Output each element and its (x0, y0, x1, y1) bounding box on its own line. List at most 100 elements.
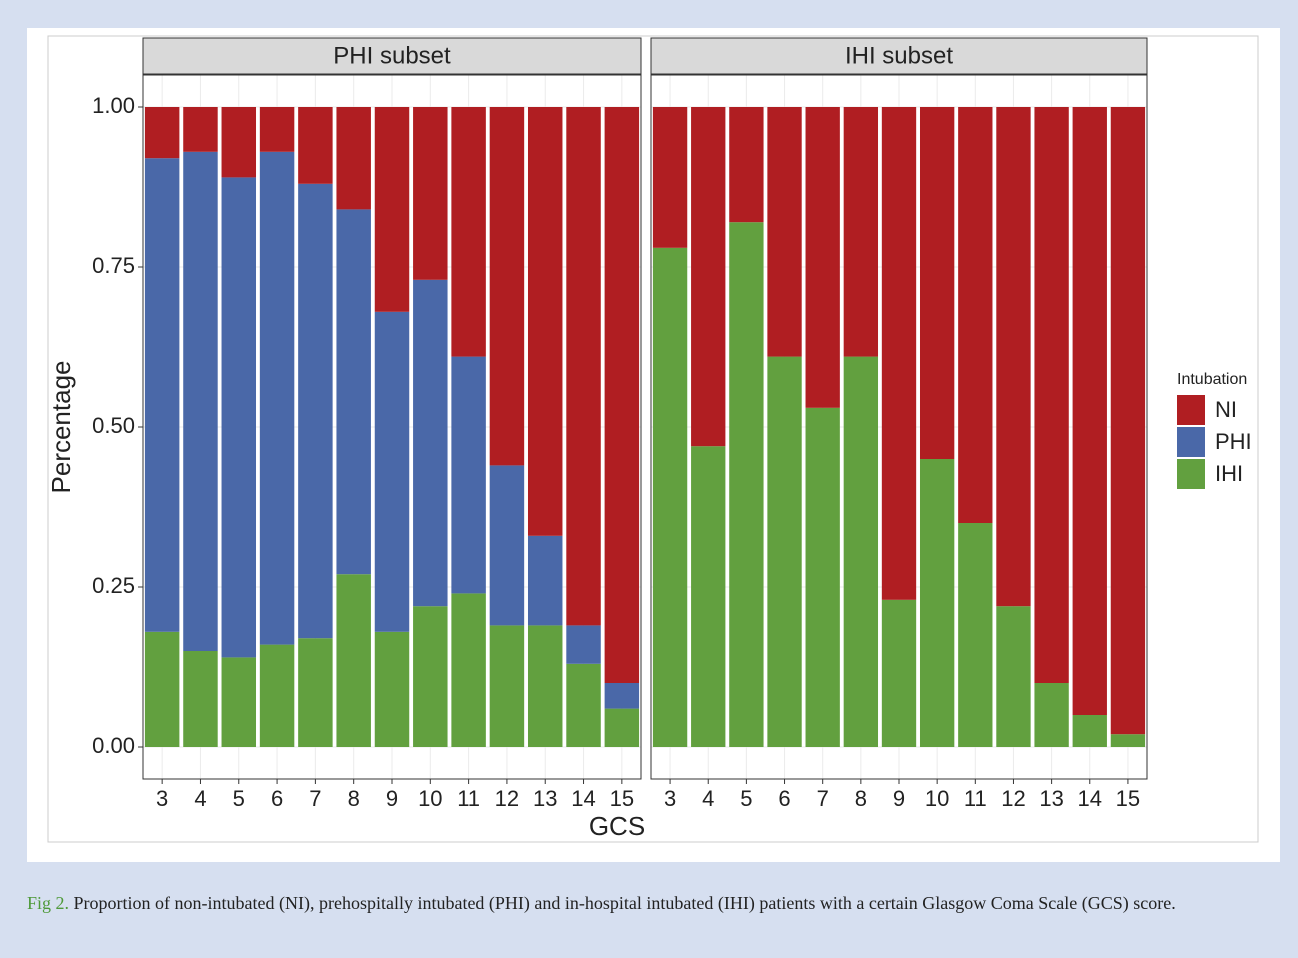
bar-segment (221, 657, 257, 747)
x-tick-label: 9 (893, 786, 905, 811)
bar-segment (298, 183, 333, 639)
bar-segment (1072, 107, 1107, 715)
x-tick-label: 15 (1116, 786, 1140, 811)
x-tick-label: 8 (855, 786, 867, 811)
bar-segment (604, 708, 640, 747)
x-tick-label: 14 (1078, 786, 1102, 811)
bar-segment (221, 177, 257, 658)
bar-segment (767, 107, 802, 357)
legend-key (1177, 459, 1205, 489)
x-tick-label: 3 (156, 786, 168, 811)
bar-segment (451, 356, 486, 594)
x-tick-label: 5 (233, 786, 245, 811)
bar-segment (1072, 715, 1107, 747)
bar-segment (298, 107, 333, 184)
y-tick-label: 1.00 (92, 93, 135, 118)
bar-segment (183, 107, 218, 152)
bar-segment (336, 107, 371, 210)
legend-label: PHI (1215, 429, 1252, 454)
bar-segment (221, 107, 257, 178)
bar-segment (527, 535, 563, 626)
x-tick-label: 15 (610, 786, 634, 811)
chart-frame (47, 35, 1259, 843)
bar-segment (805, 107, 840, 408)
bar-segment (183, 651, 218, 747)
bar-segment (958, 523, 993, 747)
bar-segment (729, 107, 764, 223)
bar-segment (259, 107, 295, 152)
bar-segment (767, 356, 802, 747)
bar-segment (604, 683, 640, 709)
strip (650, 37, 1148, 75)
facet-title: IHI subset (845, 42, 953, 69)
x-tick-label: 10 (418, 786, 442, 811)
bar-segment (298, 638, 333, 747)
bar-segment (996, 107, 1031, 607)
y-tick-label: 0.75 (92, 253, 135, 278)
bar-segment (1110, 107, 1146, 735)
bar-segment (413, 279, 448, 607)
bar-segment (843, 356, 879, 747)
bar-segment (919, 107, 955, 459)
x-tick-label: 7 (817, 786, 829, 811)
x-tick-label: 4 (194, 786, 206, 811)
bar-segment (489, 625, 525, 747)
bar-segment (1034, 683, 1069, 747)
legend-label: NI (1215, 397, 1237, 422)
bar-segment (652, 247, 688, 748)
x-tick-label: 14 (571, 786, 595, 811)
panel-border (142, 74, 642, 780)
y-tick-label: 0.00 (92, 733, 135, 758)
chart: GCS Percentage 0.00 0.25 0.50 0.75 1.00 PHI s… (46, 35, 1259, 843)
bar-segment (805, 407, 840, 747)
x-tick-label: 7 (309, 786, 321, 811)
x-tick-label: 13 (533, 786, 557, 811)
bar-segment (1034, 107, 1069, 683)
y-tick-label: 0.50 (92, 413, 135, 438)
bar-segment (566, 663, 601, 747)
bar-segment (1110, 734, 1146, 747)
bar-segment (489, 107, 525, 466)
legend-key (1177, 395, 1205, 425)
bar-segment (604, 107, 640, 683)
bar-segment (652, 107, 688, 248)
x-tick-label: 6 (778, 786, 790, 811)
caption-label: Fig 2. (27, 893, 70, 913)
bar-segment (881, 599, 917, 747)
x-tick-label: 9 (386, 786, 398, 811)
bar-segment (336, 209, 371, 575)
bar-segment (996, 606, 1031, 747)
caption: Fig 2. Proportion of non-intubated (NI),… (27, 890, 1277, 917)
x-tick-label: 3 (664, 786, 676, 811)
bar-segment (489, 465, 525, 626)
bar-segment (691, 107, 726, 447)
strip (142, 37, 642, 75)
bar-segment (958, 107, 993, 523)
legend-title: Intubation (1177, 371, 1247, 388)
bar-segment (566, 107, 601, 626)
bar-segment (144, 107, 180, 159)
bar-segment (144, 158, 180, 632)
x-tick-label: 12 (1001, 786, 1025, 811)
x-tick-label: 8 (348, 786, 360, 811)
bar-segment (374, 311, 410, 632)
bar-segment (881, 107, 917, 600)
bar-segment (259, 644, 295, 747)
x-tick-label: 11 (964, 786, 987, 811)
bar-segment (336, 574, 371, 747)
bar-segment (259, 151, 295, 645)
bar-segment (729, 222, 764, 747)
y-axis-label: Percentage (46, 361, 76, 494)
legend-label: IHI (1215, 461, 1243, 486)
bar-segment (144, 631, 180, 747)
x-tick-label: 13 (1039, 786, 1063, 811)
panel-border (650, 74, 1148, 780)
bar-segment (413, 606, 448, 747)
bar-segment (566, 625, 601, 664)
y-tick-label: 0.25 (92, 573, 135, 598)
bar-segment (183, 151, 218, 652)
bar-segment (413, 107, 448, 280)
caption-text: Proportion of non-intubated (NI), prehos… (73, 893, 1176, 913)
x-tick-label: 11 (457, 786, 480, 811)
